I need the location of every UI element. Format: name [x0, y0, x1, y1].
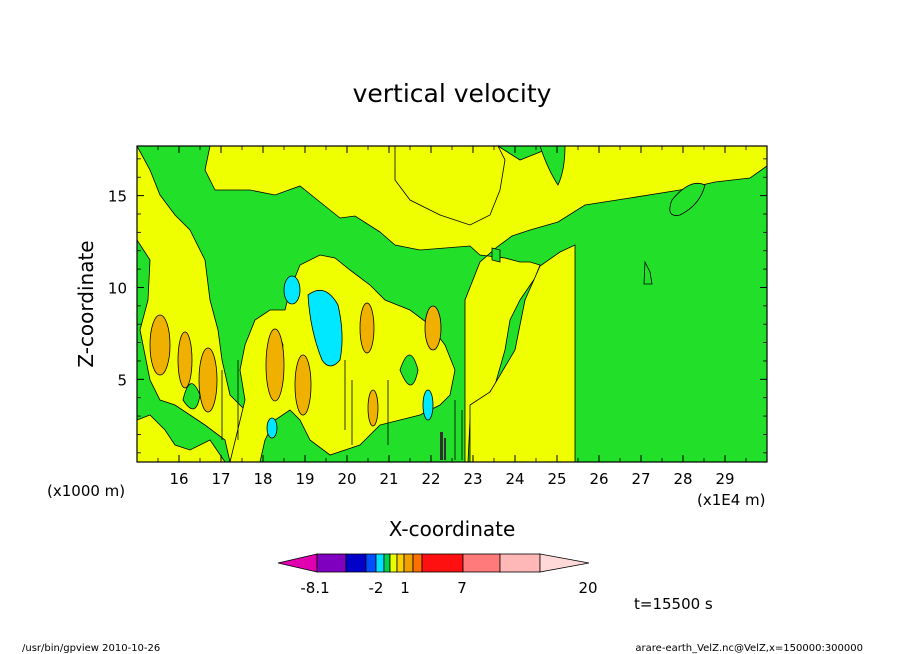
x-tick-label: 26	[589, 470, 608, 488]
colorbar-extend-min	[277, 553, 318, 573]
x-axis-ticks: 16 17 18 19 20 21 22 23 24 25 26 27 28 29	[157, 146, 747, 488]
colorbar-swatch	[462, 553, 501, 573]
colorbar-label-7: 7	[457, 579, 467, 597]
colorbar-swatch	[345, 553, 367, 573]
dark-cell-2	[444, 438, 446, 460]
orange-cell-3	[198, 347, 218, 413]
colorbar-swatch	[375, 553, 385, 573]
chart-title: vertical velocity	[353, 79, 552, 108]
cyan-regions	[266, 275, 434, 439]
colorbar-label-20: 20	[578, 579, 597, 597]
x-unit-right: (x1E4 m)	[697, 491, 766, 509]
x-tick-label: 16	[169, 470, 188, 488]
cyan-cell-2	[307, 289, 343, 367]
green-island-2	[669, 182, 706, 216]
colorbar-swatch	[316, 553, 347, 573]
footer-right: arare-earth_VelZ.nc@VelZ,x=150000:300000	[635, 643, 863, 654]
colorbar-swatch	[499, 553, 541, 573]
orange-cell-4	[265, 328, 285, 402]
orange-cell-8	[367, 389, 379, 427]
x-unit-left: (x1000 m)	[47, 482, 125, 500]
y-axis-title: Z-coordinate	[74, 240, 98, 367]
cyan-cell-1	[283, 275, 301, 305]
colorbar-label-min: -8.1	[300, 579, 329, 597]
x-tick-label: 29	[715, 470, 734, 488]
y-axis-ticks: 5 10 15	[108, 158, 767, 454]
x-tick-label: 23	[463, 470, 482, 488]
colorbar-swatch	[396, 553, 405, 573]
orange-cell-6	[359, 302, 375, 354]
colorbar-swatch	[365, 553, 377, 573]
footer-left: /usr/bin/gpview 2010-10-26	[22, 643, 160, 654]
orange-regions	[149, 302, 442, 427]
y-tick-label: 5	[117, 371, 127, 389]
x-tick-label: 24	[505, 470, 524, 488]
colorbar-swatch	[412, 553, 423, 573]
yellow-region-top-center	[394, 145, 506, 226]
x-tick-label: 22	[421, 470, 440, 488]
colorbar-swatch	[383, 553, 391, 573]
colorbar-label-neg2: -2	[369, 579, 384, 597]
orange-cell-1	[149, 314, 171, 376]
x-tick-label: 27	[631, 470, 650, 488]
green-island-4	[491, 247, 501, 263]
x-tick-label: 20	[337, 470, 356, 488]
colorbar-labels: -8.1 -2 1 7 20	[300, 579, 597, 597]
contour-streaks	[221, 360, 463, 460]
yellow-region-right	[204, 145, 768, 463]
x-tick-label: 25	[547, 470, 566, 488]
strong-downdraft-cells	[440, 432, 446, 460]
colorbar-label-1: 1	[400, 579, 410, 597]
x-tick-label: 18	[253, 470, 272, 488]
x-axis-title: X-coordinate	[389, 517, 516, 541]
x-tick-label: 28	[673, 470, 692, 488]
colorbar-swatch	[403, 553, 414, 573]
colorbar-swatch	[421, 553, 464, 573]
yellow-region-bottom-left	[136, 414, 226, 463]
x-tick-label: 19	[295, 470, 314, 488]
colorbar-extend-max	[539, 553, 590, 573]
green-island-7	[399, 354, 419, 386]
orange-cell-2	[177, 331, 193, 389]
orange-cell-5	[294, 354, 312, 416]
cyan-cell-3	[422, 389, 434, 421]
contour-field	[136, 145, 768, 463]
x-tick-label: 17	[211, 470, 230, 488]
dark-cell-1	[440, 432, 443, 460]
colorbar	[277, 553, 590, 573]
x-tick-label: 21	[379, 470, 398, 488]
orange-cell-7	[424, 305, 442, 351]
green-island-3	[643, 260, 653, 285]
time-label: t=15500 s	[634, 595, 713, 613]
green-island-1	[539, 145, 566, 186]
colorbar-swatch	[389, 553, 398, 573]
positive-regions	[136, 145, 768, 463]
y-tick-label: 10	[108, 279, 127, 297]
y-tick-label: 15	[108, 188, 127, 206]
cyan-cell-4	[266, 417, 278, 439]
yellow-region-main	[469, 244, 576, 463]
